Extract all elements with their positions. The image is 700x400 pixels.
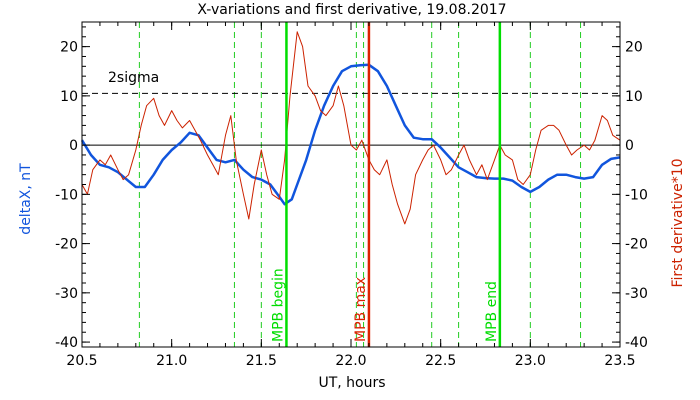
marker-label: MPB end <box>484 281 500 342</box>
right-axis-label: First derivative*10 <box>670 158 686 287</box>
x-axis-label: UT, hours <box>318 375 385 391</box>
left-y-tick-label: 10 <box>60 89 78 105</box>
series-deltax-line <box>80 63 621 206</box>
right-y-tick-label: -10 <box>625 187 648 203</box>
right-y-tick-label: -20 <box>625 237 648 253</box>
x-tick-label: 22.5 <box>425 353 456 369</box>
left-y-tick-label: -10 <box>55 187 78 203</box>
right-y-tick-label: 0 <box>625 138 634 154</box>
right-y-tick-label: 10 <box>625 89 643 105</box>
left-y-tick-label: -20 <box>55 237 78 253</box>
series-derivative-line <box>81 31 621 225</box>
marker-label: MPB begin <box>270 268 286 342</box>
left-axis-label: deltaX, nT <box>18 163 34 235</box>
right-y-tick-label: -30 <box>625 286 648 302</box>
left-y-tick-label: -40 <box>55 335 78 351</box>
right-y-tick-label: -40 <box>625 335 648 351</box>
x-tick-label: 22.0 <box>335 353 366 369</box>
left-y-tick-label: 0 <box>69 138 78 154</box>
plot-area: MPB begin MPB max MPB end 20.5 21.0 21.5 22.0 2… <box>55 21 648 369</box>
x-tick-label: 20.5 <box>66 353 97 369</box>
x-tick-label: 21.0 <box>156 353 187 369</box>
sigma-label: 2sigma <box>108 70 159 86</box>
plot-frame <box>81 21 621 348</box>
x-tick-label: 23.0 <box>515 353 546 369</box>
chart-title: X-variations and first derivative, 19.08… <box>197 2 506 18</box>
left-y-tick-label: -30 <box>55 286 78 302</box>
x-tick-label: 23.5 <box>604 353 635 369</box>
x-tick-label: 21.5 <box>246 353 277 369</box>
left-y-tick-label: 20 <box>60 40 78 56</box>
right-y-tick-label: 20 <box>625 40 643 56</box>
marker-label: MPB max <box>353 277 369 342</box>
